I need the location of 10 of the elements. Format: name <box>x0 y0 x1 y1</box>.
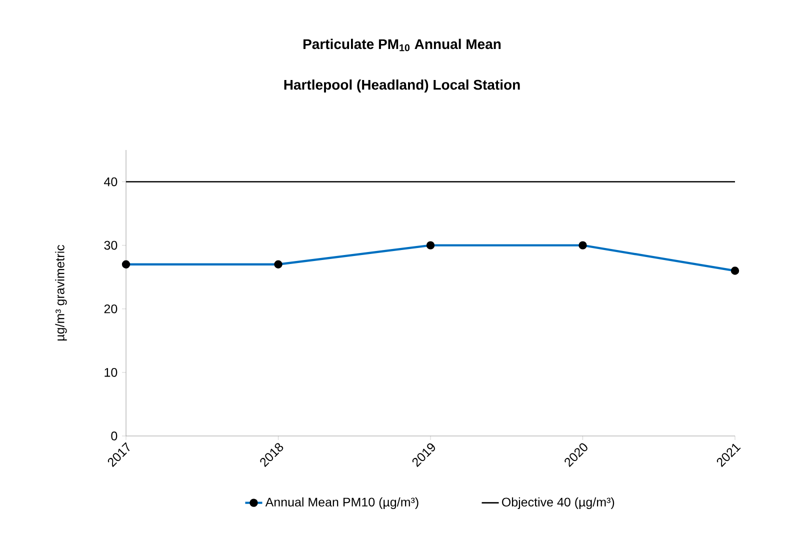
chart-title: Particulate PM$_{10}$ Annual Mean <box>304 38 501 52</box>
y-tick-label: 20 <box>104 304 118 314</box>
y-tick-label: 40 <box>104 177 118 186</box>
legend-label: Annual Mean PM10 (µg/m³) <box>265 497 418 510</box>
y-tick-label: 10 <box>104 368 118 377</box>
y-axis-title: µg/m³ gravimetric <box>55 244 67 341</box>
chart-subtitle: Hartlepool (Headland) Local Station <box>284 79 520 93</box>
y-tick-label: 30 <box>104 240 118 250</box>
legend-label: Objective 40 (µg/m³) <box>502 497 614 510</box>
y-tick-label: 0 <box>111 432 118 440</box>
